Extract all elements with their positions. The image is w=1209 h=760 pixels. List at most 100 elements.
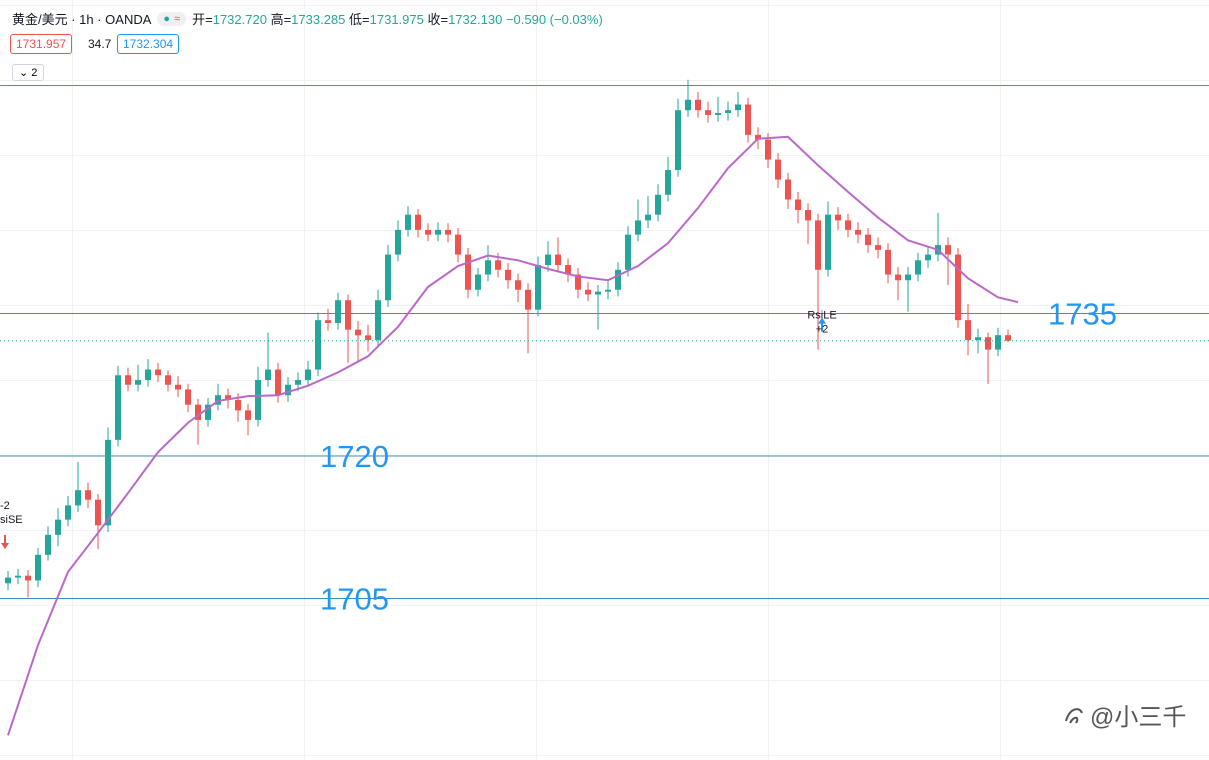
watermark-icon (1065, 707, 1083, 724)
signal-text: RsiLE (807, 310, 836, 322)
candle-body (675, 110, 681, 171)
status-badge[interactable]: ● ≈ (157, 11, 187, 26)
signal-arrow (818, 317, 826, 332)
candle-body (565, 265, 571, 275)
candle-body (405, 214, 411, 230)
candle-body (455, 234, 461, 255)
candle-body (885, 249, 891, 275)
candle-body (85, 490, 91, 500)
candle-body (465, 254, 471, 290)
candle-body (335, 300, 341, 323)
candle-body (685, 99, 691, 111)
candle-body (535, 265, 541, 310)
candle-body (625, 234, 631, 270)
candle-body (975, 337, 981, 341)
candle-body (695, 99, 701, 111)
candle-body (5, 577, 11, 584)
ohlc-value: 1732.720 (212, 12, 267, 27)
candle-body (105, 439, 111, 526)
candle-body (1005, 335, 1011, 341)
header: 黄金/美元 · 1h · OANDA ● ≈ 开=1732.720 高=1733.… (12, 9, 603, 28)
candle-body (265, 369, 271, 380)
level-label: 1735 (1048, 297, 1117, 332)
candle-body (715, 113, 721, 115)
candle-body (285, 384, 291, 396)
candle-body (845, 220, 851, 230)
candle-body (775, 159, 781, 180)
candle-body (665, 170, 671, 195)
watermark-text: @小三千 (1090, 704, 1187, 731)
candle-body (755, 134, 761, 140)
bid-box[interactable]: 1731.957 (10, 34, 73, 54)
candle-body (955, 254, 961, 321)
candle-body (445, 229, 451, 235)
candle-body (345, 300, 351, 330)
signal-text: -2 (0, 500, 10, 512)
change: −0.590 (−0.03%) (505, 12, 603, 27)
candle-body (705, 110, 711, 115)
candle-body (505, 269, 511, 281)
ohlc-label: 收= (427, 12, 449, 27)
candle-body (985, 337, 991, 350)
candle-body (855, 229, 861, 235)
candle-body (35, 554, 41, 581)
candle-body (965, 320, 971, 341)
candle-body (995, 335, 1001, 350)
candle-body (235, 399, 241, 411)
ohlc-value: 1733.285 (291, 12, 346, 27)
ohlc-label: 高= (270, 12, 292, 27)
signal-text: +2 (816, 324, 829, 336)
candle-body (145, 369, 151, 380)
indicator-toggle[interactable]: ⌄ 2 (12, 64, 45, 81)
candle-body (245, 410, 251, 420)
ohlc-label: 开= (192, 12, 213, 27)
moving-average (7, 135, 1019, 736)
candle-body (195, 404, 201, 420)
candle-body (915, 260, 921, 275)
candle-body (545, 254, 551, 266)
ohlc-value: 1731.975 (369, 12, 424, 27)
candle-body (645, 214, 651, 221)
candle-body (15, 575, 21, 578)
candle-body (905, 274, 911, 281)
candle-body (425, 229, 431, 235)
candle-body (485, 260, 491, 275)
candle-body (555, 254, 561, 266)
candle-body (475, 274, 481, 290)
candle-body (655, 194, 661, 215)
candle-body (275, 369, 281, 396)
candle-body (255, 380, 261, 420)
candle-body (585, 289, 591, 295)
candle-body (765, 139, 771, 160)
candle-body (735, 104, 741, 111)
signal-text: siSE (0, 514, 23, 526)
candle-body (325, 320, 331, 323)
candle-body (355, 329, 361, 336)
candle-body (515, 280, 521, 290)
candle-body (495, 260, 501, 270)
candle-body (635, 220, 641, 235)
candle-body (815, 220, 821, 270)
candle-body (575, 274, 581, 290)
candle-body (315, 320, 321, 370)
candle-body (95, 499, 101, 526)
candle-body (875, 245, 881, 250)
candle-body (945, 245, 951, 255)
candle-body (295, 380, 301, 385)
candle-body (525, 289, 531, 310)
candle-body (305, 369, 311, 380)
candle-body (785, 179, 791, 200)
candle-body (45, 534, 51, 555)
candle-body (925, 254, 931, 261)
candle-body (745, 104, 751, 135)
ohlc: 开=1732.720 高=1733.285 低=1731.975 收=1732.… (192, 9, 603, 28)
candle-body (725, 110, 731, 114)
candle-body (605, 289, 611, 292)
ask-box[interactable]: 1732.304 (117, 34, 180, 54)
candle-body (55, 519, 61, 535)
watermark: @小三千 (1062, 697, 1186, 732)
candle-body (825, 214, 831, 270)
candle-body (805, 209, 811, 221)
ohlc-label: 低= (349, 12, 370, 27)
